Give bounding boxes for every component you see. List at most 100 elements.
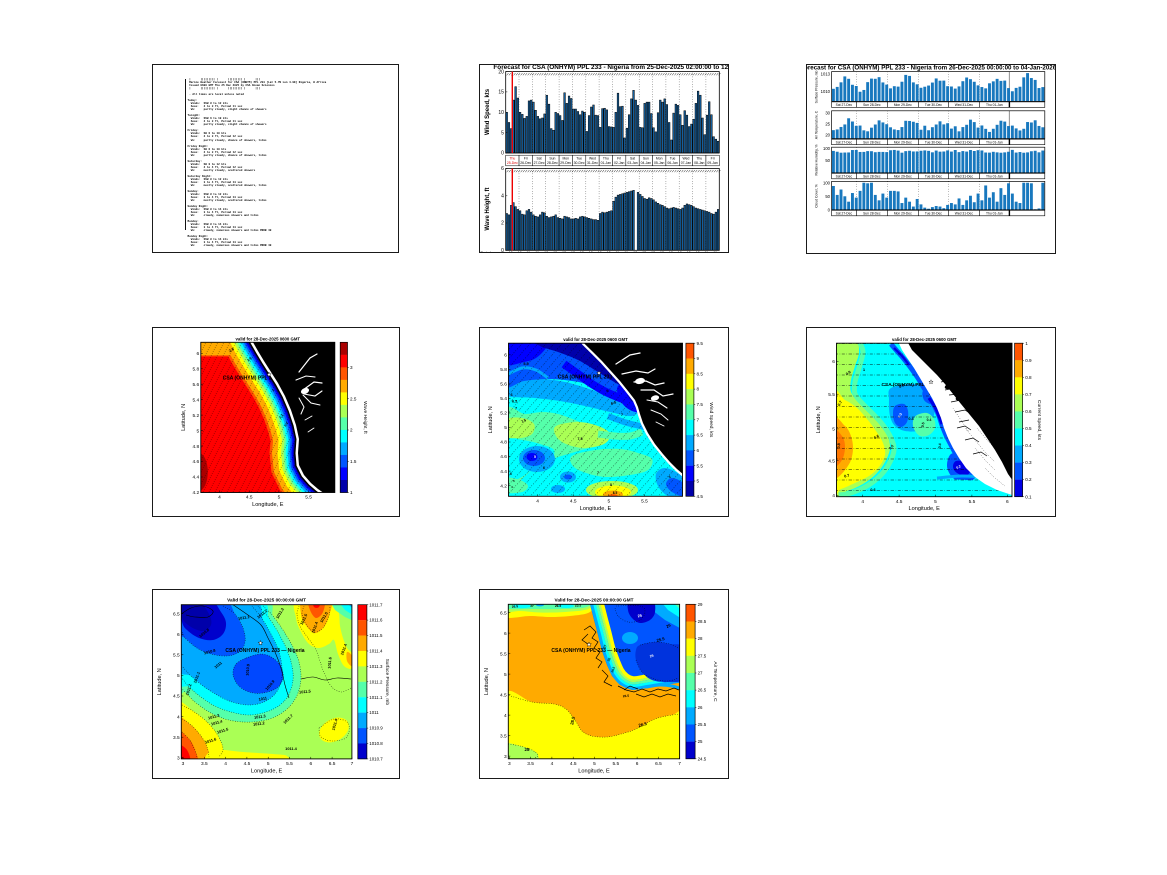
- svg-text:27: 27: [698, 671, 703, 676]
- svg-text:3: 3: [350, 365, 353, 370]
- svg-text:Tue 30-Dec: Tue 30-Dec: [925, 211, 942, 215]
- svg-text:1011.4: 1011.4: [285, 746, 298, 751]
- svg-text:3: 3: [182, 761, 185, 767]
- svg-text:4.5: 4.5: [570, 761, 577, 767]
- svg-text:Valid for 28-Dec-2025 00:00:00: Valid for 28-Dec-2025 00:00:00 GMT: [555, 597, 634, 602]
- svg-text:0.1: 0.1: [1025, 494, 1032, 499]
- svg-text:25: 25: [825, 121, 830, 126]
- svg-text:1010.8: 1010.8: [369, 741, 383, 746]
- svg-text:1011: 1011: [258, 695, 268, 702]
- svg-text:7: 7: [678, 761, 681, 767]
- svg-text:Mon 29-Dec: Mon 29-Dec: [894, 211, 912, 215]
- svg-text:1011.4: 1011.4: [310, 620, 319, 633]
- svg-text:3.5: 3.5: [201, 761, 208, 767]
- svg-text:1011.2: 1011.2: [185, 683, 193, 696]
- svg-text:4.2: 4.2: [193, 490, 200, 496]
- svg-text:1013: 1013: [821, 71, 831, 76]
- svg-text:Forecast for CSA (ONHYM) PPL 2: Forecast for CSA (ONHYM) PPL 233 - Niger…: [807, 65, 1056, 71]
- svg-text:3: 3: [177, 756, 180, 762]
- svg-text:1011.4: 1011.4: [210, 718, 223, 726]
- svg-text:1011.2: 1011.2: [369, 679, 383, 684]
- svg-text:2: 2: [501, 221, 504, 227]
- svg-text:2.5: 2.5: [350, 396, 357, 401]
- svg-text:4: 4: [501, 194, 504, 200]
- svg-text:1011.5: 1011.5: [369, 633, 383, 638]
- svg-text:1010.7: 1010.7: [369, 757, 383, 762]
- svg-text:4.5: 4.5: [246, 495, 253, 501]
- svg-text:0: 0: [828, 207, 831, 212]
- svg-text:Relative Humidity, %: Relative Humidity, %: [815, 144, 819, 175]
- svg-text:25: 25: [698, 739, 703, 744]
- svg-text:26: 26: [698, 705, 703, 710]
- svg-text:4.8: 4.8: [193, 444, 200, 450]
- svg-text:Current Speed, kts: Current Speed, kts: [1036, 400, 1042, 441]
- svg-text:8.5: 8.5: [697, 371, 704, 376]
- svg-text:5: 5: [177, 673, 180, 679]
- svg-text:01-Jan: 01-Jan: [601, 161, 611, 165]
- svg-text:3.5: 3.5: [173, 735, 180, 741]
- svg-text:Fri: Fri: [524, 157, 528, 161]
- svg-text:29: 29: [698, 602, 703, 607]
- svg-text:CSA (ONHYM) PPL 233 — Nigeria: CSA (ONHYM) PPL 233 — Nigeria: [551, 648, 630, 654]
- svg-text:5.5: 5.5: [697, 463, 704, 468]
- svg-text:Sun: Sun: [549, 157, 555, 161]
- svg-text:03-Jan: 03-Jan: [627, 161, 637, 165]
- svg-text:Surface Pressure, mb: Surface Pressure, mb: [815, 70, 819, 103]
- svg-text:15: 15: [498, 90, 504, 96]
- svg-text:4: 4: [504, 713, 507, 719]
- svg-text:7.5: 7.5: [697, 402, 704, 407]
- svg-text:1: 1: [350, 490, 353, 495]
- svg-text:Wind Speed, kts: Wind Speed, kts: [485, 88, 491, 135]
- svg-text:Sat 27-Dec: Sat 27-Dec: [836, 174, 853, 178]
- svg-text:30-Dec: 30-Dec: [574, 161, 585, 165]
- svg-text:1010.9: 1010.9: [244, 663, 250, 676]
- svg-text:1011.3: 1011.3: [275, 606, 286, 619]
- svg-text:1011.6: 1011.6: [204, 736, 217, 745]
- svg-text:5.5: 5.5: [969, 499, 976, 505]
- svg-text:5.4: 5.4: [500, 396, 507, 402]
- svg-text:1011.1: 1011.1: [192, 670, 201, 683]
- svg-text:1011.5: 1011.5: [299, 688, 312, 694]
- svg-text:6: 6: [177, 632, 180, 638]
- svg-text:5: 5: [501, 130, 504, 136]
- svg-text:Mon 29-Dec: Mon 29-Dec: [894, 103, 912, 107]
- svg-text:6.5: 6.5: [173, 611, 180, 617]
- svg-text:6: 6: [636, 761, 639, 767]
- svg-text:5.8: 5.8: [500, 367, 507, 373]
- svg-text:Air Temperature, C: Air Temperature, C: [815, 110, 819, 139]
- svg-text:0.8: 0.8: [1025, 375, 1032, 380]
- svg-text:Forecast for CSA (ONHYM) PPL 2: Forecast for CSA (ONHYM) PPL 233 - Niger…: [493, 65, 729, 71]
- svg-text:1011.1: 1011.1: [238, 614, 251, 621]
- svg-text:5: 5: [278, 495, 281, 501]
- svg-text:5: 5: [934, 499, 937, 505]
- svg-text:28.5: 28.5: [698, 619, 707, 624]
- svg-text:28: 28: [525, 747, 530, 752]
- svg-text:Sun: Sun: [643, 157, 649, 161]
- svg-text:Longitude, E: Longitude, E: [908, 506, 940, 512]
- svg-text:26.5: 26.5: [698, 688, 707, 693]
- svg-text:4.5: 4.5: [697, 494, 704, 499]
- svg-text:Latitude, N: Latitude, N: [484, 668, 490, 695]
- svg-text:2: 2: [350, 428, 353, 433]
- svg-text:6: 6: [504, 353, 507, 359]
- svg-text:3: 3: [504, 754, 507, 760]
- svg-text:1011.6: 1011.6: [327, 656, 333, 669]
- svg-text:0.5: 0.5: [1025, 426, 1032, 431]
- svg-text:24.5: 24.5: [698, 756, 707, 761]
- svg-text:4.6: 4.6: [193, 459, 200, 465]
- svg-text:4.6: 4.6: [500, 454, 507, 460]
- svg-text:5: 5: [504, 672, 507, 678]
- svg-text:4.8: 4.8: [500, 440, 507, 446]
- svg-text:3.5: 3.5: [527, 761, 534, 767]
- svg-text:Thu: Thu: [603, 157, 609, 161]
- svg-text:Sun 28-Dec: Sun 28-Dec: [863, 174, 881, 178]
- svg-text:26.5: 26.5: [638, 721, 648, 728]
- svg-text:4.5: 4.5: [896, 499, 903, 505]
- svg-text:4: 4: [832, 493, 835, 499]
- svg-text:27-Dec: 27-Dec: [534, 161, 545, 165]
- svg-text:Tue 30-Dec: Tue 30-Dec: [925, 140, 942, 144]
- svg-text:28: 28: [698, 636, 703, 641]
- svg-text:6.5: 6.5: [697, 433, 704, 438]
- svg-text:4.5: 4.5: [828, 458, 835, 464]
- svg-text:Thu: Thu: [509, 157, 515, 161]
